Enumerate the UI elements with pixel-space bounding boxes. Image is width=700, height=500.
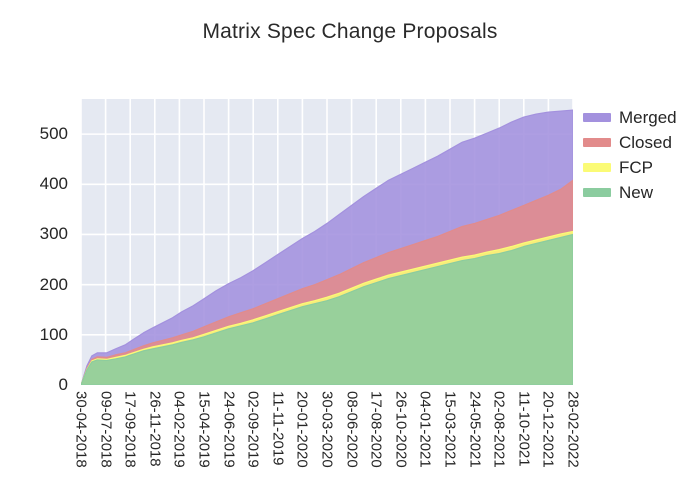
y-tick-label: 400 [39, 174, 68, 194]
x-tick-label: 17-08-2020 [367, 391, 385, 468]
x-tick-label: 15-03-2021 [441, 391, 459, 468]
x-tick-label: 24-05-2021 [466, 391, 484, 468]
y-tick-label: 0 [58, 375, 68, 394]
legend-item-fcp[interactable]: FCP [583, 155, 700, 180]
legend-label: Closed [619, 132, 672, 152]
x-tick-label: 28-02-2022 [564, 391, 582, 468]
x-tick-label: 02-09-2019 [244, 391, 262, 468]
y-tick-label: 500 [39, 124, 68, 144]
stacked-area-plot [81, 99, 573, 385]
x-tick-label: 24-06-2019 [220, 391, 238, 468]
legend-swatch-icon [583, 138, 611, 147]
plot-area [81, 99, 573, 385]
y-tick-label: 100 [39, 324, 68, 344]
x-tick-label: 04-02-2019 [170, 391, 188, 468]
x-tick-label: 30-03-2020 [318, 391, 336, 468]
legend-swatch-icon [583, 113, 611, 122]
legend-label: New [619, 182, 654, 202]
x-tick-label: 15-04-2019 [195, 391, 213, 468]
legend-label: Merged [619, 107, 677, 127]
x-tick-label: 30-04-2018 [72, 391, 90, 468]
legend-swatch-icon [583, 188, 611, 197]
y-tick-label: 300 [39, 224, 68, 244]
x-tick-label: 20-01-2020 [293, 391, 311, 468]
x-tick-label: 26-11-2018 [146, 391, 164, 467]
legend-item-merged[interactable]: Merged [583, 105, 700, 130]
legend-label: FCP [619, 157, 653, 177]
y-tick-label: 200 [39, 274, 68, 294]
x-tick-label: 11-10-2021 [515, 391, 533, 467]
area-band-new [81, 233, 573, 385]
chart-legend: Merged Closed FCP New [583, 105, 700, 205]
x-tick-label: 17-09-2018 [121, 391, 139, 468]
x-tick-label: 02-08-2021 [490, 391, 508, 468]
legend-item-closed[interactable]: Closed [583, 130, 700, 155]
legend-swatch-icon [583, 163, 611, 172]
y-axis-labels: 0 100 200 300 400 500 [0, 0, 76, 500]
x-tick-label: 20-12-2021 [539, 391, 557, 468]
x-tick-label: 09-07-2018 [97, 391, 115, 468]
legend-item-new[interactable]: New [583, 180, 700, 205]
x-tick-label: 11-11-2019 [269, 391, 287, 466]
x-tick-label: 26-10-2020 [392, 391, 410, 468]
x-tick-label: 08-06-2020 [343, 391, 361, 468]
x-tick-label: 04-01-2021 [416, 391, 434, 468]
chart-title: Matrix Spec Change Proposals [202, 20, 498, 43]
